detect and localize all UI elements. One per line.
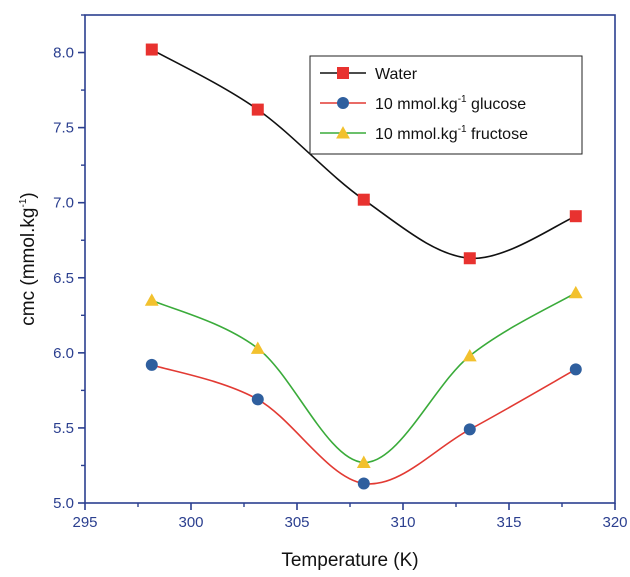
legend-label-main: 10 mmol.kg (375, 96, 458, 113)
x-tick-label: 300 (178, 514, 203, 531)
y-axis-title-main: cmc (mmol.kg (18, 208, 39, 326)
x-tick-label: 320 (602, 514, 627, 531)
y-tick-label: 6.5 (53, 270, 74, 287)
data-point (462, 348, 477, 362)
x-tick-label: 310 (390, 514, 415, 531)
series-markers (144, 43, 583, 490)
data-point (357, 477, 370, 490)
data-point (463, 252, 476, 265)
y-tick-label: 5.0 (53, 495, 74, 512)
data-point (569, 363, 582, 376)
legend-label-main: 10 mmol.kg (375, 126, 458, 143)
data-point (145, 358, 158, 371)
data-point (250, 341, 265, 354)
y-axis-title-sup: -1 (18, 198, 29, 207)
legend-label-sup: -1 (458, 124, 467, 135)
legend-label: 10 mmol.kg-1 fructose (375, 124, 528, 143)
data-point (356, 455, 371, 468)
legend-label-suffix: glucose (467, 96, 527, 113)
y-tick-label: 5.5 (53, 420, 74, 437)
y-tick-label: 6.0 (53, 345, 74, 362)
data-point (357, 193, 370, 206)
legend-label: 10 mmol.kg-1 glucose (375, 94, 526, 113)
y-axis-title-suffix: ) (18, 192, 39, 198)
x-tick-label: 295 (72, 514, 97, 531)
legend-label: Water (375, 66, 418, 83)
x-tick-label: 315 (496, 514, 521, 531)
data-point (251, 103, 264, 116)
legend-label-suffix: fructose (467, 126, 528, 143)
axis-tick-labels: 295 300 305 310 315 320 5.0 5.5 6.0 6.5 7.0 7.5 8.0 (53, 45, 627, 531)
series-line-3 (151, 292, 577, 464)
y-tick-label: 7.0 (53, 195, 74, 212)
legend-label-sup: -1 (458, 94, 467, 105)
x-tick-label: 305 (284, 514, 309, 531)
data-point (568, 285, 583, 299)
data-point (144, 293, 159, 306)
axis-ticks (78, 14, 616, 510)
y-axis-title: cmc (mmol.kg-1) (18, 192, 39, 325)
data-point (463, 423, 476, 436)
y-tick-label: 8.0 (53, 45, 74, 62)
legend-marker (337, 67, 349, 79)
y-tick-label: 7.5 (53, 120, 74, 137)
data-point (251, 393, 264, 406)
legend-marker (337, 97, 349, 109)
legend-marker (336, 126, 350, 139)
data-point (145, 43, 158, 56)
data-point (569, 210, 582, 223)
legend-label-main: Water (375, 66, 418, 83)
x-axis-title: Temperature (K) (281, 550, 418, 571)
